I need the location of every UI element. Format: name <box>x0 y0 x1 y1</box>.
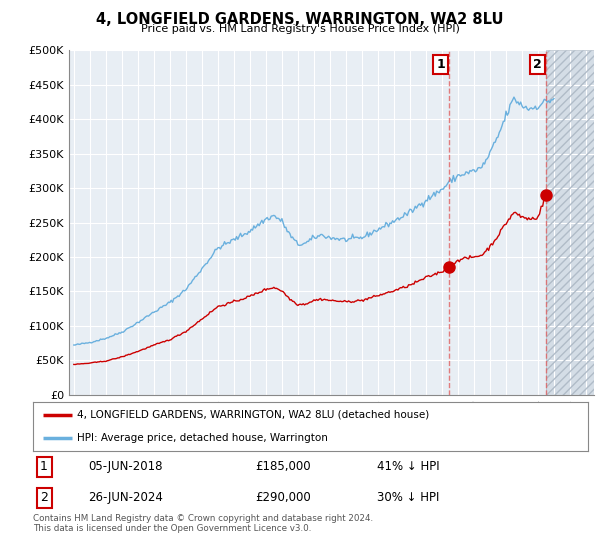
Text: Price paid vs. HM Land Registry's House Price Index (HPI): Price paid vs. HM Land Registry's House … <box>140 24 460 34</box>
Bar <box>546 50 594 395</box>
Text: 41% ↓ HPI: 41% ↓ HPI <box>377 460 440 473</box>
Text: HPI: Average price, detached house, Warrington: HPI: Average price, detached house, Warr… <box>77 433 328 444</box>
Text: £185,000: £185,000 <box>255 460 311 473</box>
Bar <box>546 50 594 395</box>
Text: 1: 1 <box>436 58 445 71</box>
Text: £290,000: £290,000 <box>255 491 311 504</box>
Text: 1: 1 <box>40 460 48 473</box>
Text: 26-JUN-2024: 26-JUN-2024 <box>89 491 163 504</box>
Text: 4, LONGFIELD GARDENS, WARRINGTON, WA2 8LU (detached house): 4, LONGFIELD GARDENS, WARRINGTON, WA2 8L… <box>77 410 430 420</box>
Text: 30% ↓ HPI: 30% ↓ HPI <box>377 491 439 504</box>
Text: 2: 2 <box>40 491 48 504</box>
Text: Contains HM Land Registry data © Crown copyright and database right 2024.
This d: Contains HM Land Registry data © Crown c… <box>33 514 373 534</box>
Text: 05-JUN-2018: 05-JUN-2018 <box>89 460 163 473</box>
Text: 4, LONGFIELD GARDENS, WARRINGTON, WA2 8LU: 4, LONGFIELD GARDENS, WARRINGTON, WA2 8L… <box>96 12 504 27</box>
Text: 2: 2 <box>533 58 542 71</box>
